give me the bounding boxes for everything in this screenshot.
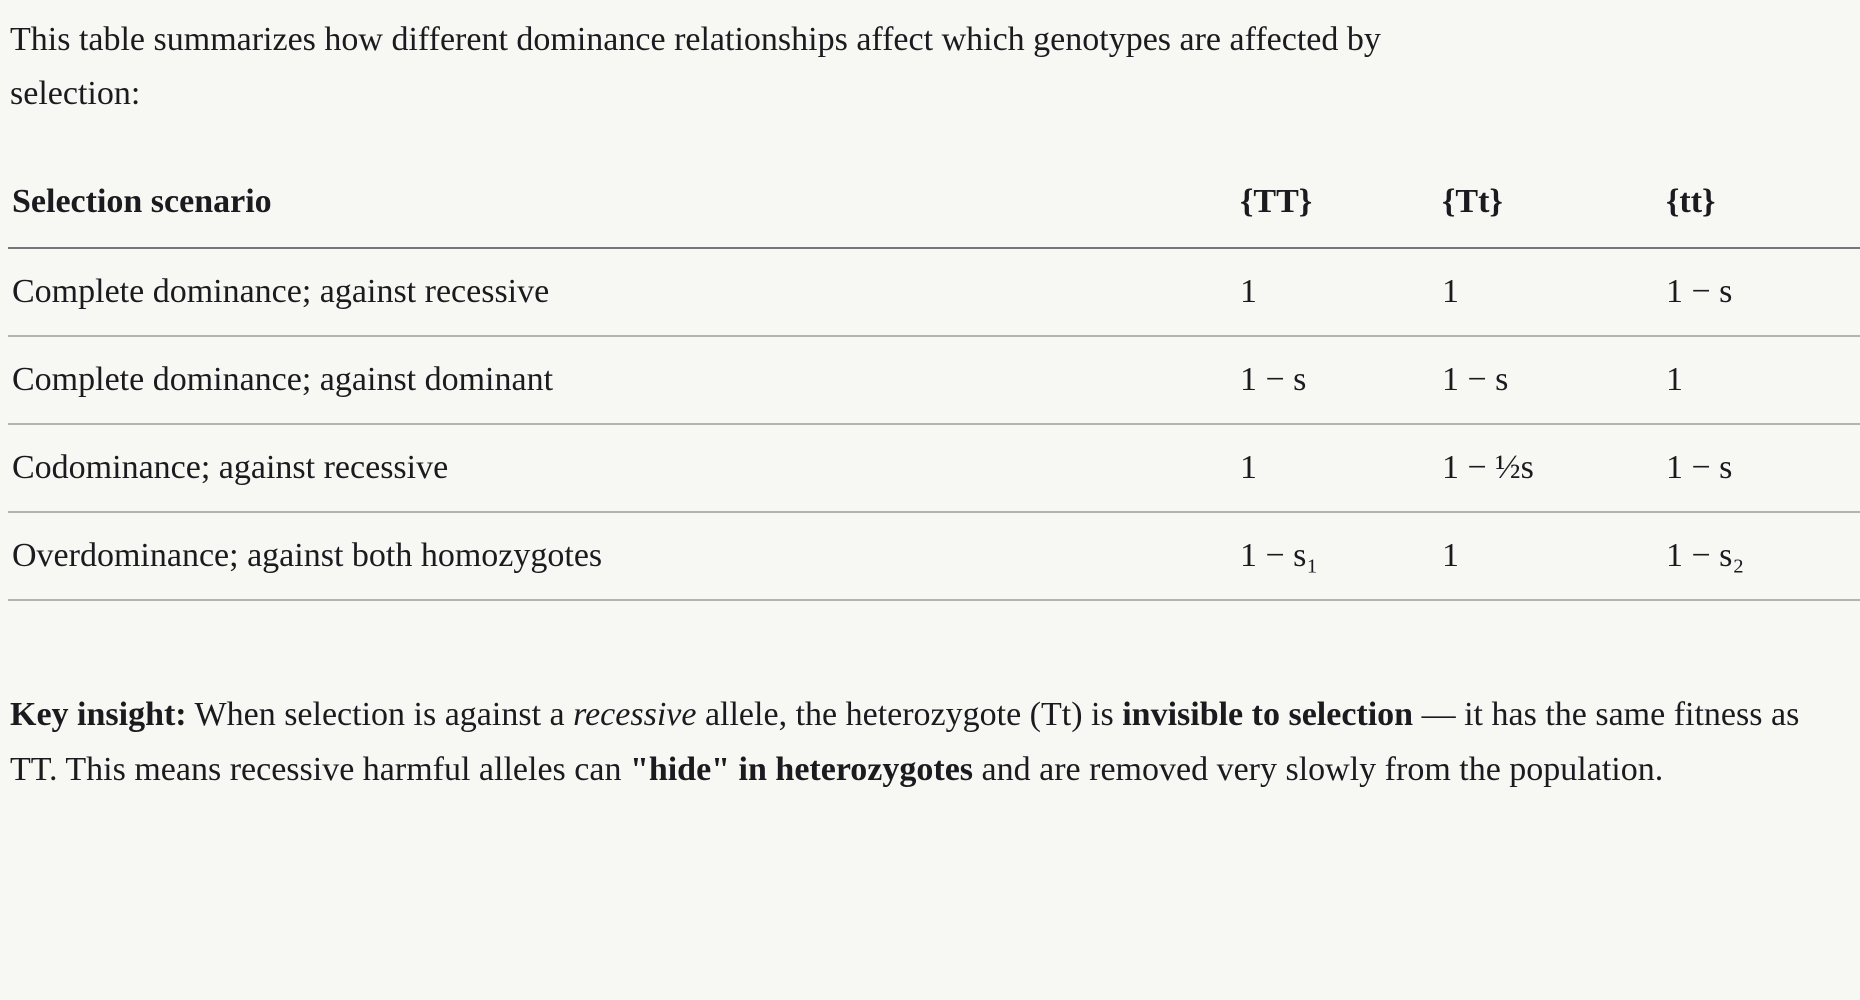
fitness-cell-TT: 1 <box>1240 248 1442 337</box>
scenario-cell: Codominance; against recessive <box>8 424 1240 513</box>
key-insight-label: Key insight: <box>10 696 187 733</box>
table-header-row: Selection scenario {TT} {Tt} {tt} <box>8 157 1860 249</box>
scenario-cell: Overdominance; against both homozygotes <box>8 512 1240 601</box>
fitness-cell-Tt: 1 − ½s <box>1442 424 1666 513</box>
scenario-cell: Complete dominance; against dominant <box>8 336 1240 425</box>
table-row: Complete dominance; against dominant 1 −… <box>8 336 1860 425</box>
fitness-cell-TT: 1 <box>1240 424 1442 513</box>
fitness-cell-TT: 1 − s <box>1240 336 1442 425</box>
key-insight-text: When selection is against a <box>186 696 574 733</box>
intro-paragraph: This table summarizes how different domi… <box>10 21 1381 112</box>
fitness-cell-tt: 1 − s <box>1666 424 1860 513</box>
scenario-cell: Complete dominance; against recessive <box>8 248 1240 337</box>
fitness-cell-TT: 1 − s₁ <box>1240 512 1442 601</box>
key-insight-bold-invisible: invisible to selection <box>1122 696 1414 733</box>
selection-fitness-table: Selection scenario {TT} {Tt} {tt} Comple… <box>8 157 1860 601</box>
column-header-genotype-Tt: {Tt} <box>1442 157 1666 249</box>
key-insight-emphasis-recessive: recessive <box>573 696 697 733</box>
table-row: Codominance; against recessive 1 1 − ½s … <box>8 424 1860 513</box>
fitness-cell-Tt: 1 <box>1442 248 1666 337</box>
column-header-genotype-TT: {TT} <box>1240 157 1442 249</box>
column-header-genotype-tt: {tt} <box>1666 157 1860 249</box>
key-insight-paragraph: Key insight: When selection is against a… <box>10 687 1800 797</box>
table-row: Overdominance; against both homozygotes … <box>8 512 1860 601</box>
fitness-cell-tt: 1 <box>1666 336 1860 425</box>
key-insight-bold-hide: "hide" in heterozygotes <box>629 751 974 788</box>
fitness-cell-Tt: 1 <box>1442 512 1666 601</box>
table-row: Complete dominance; against recessive 1 … <box>8 248 1860 337</box>
fitness-cell-tt: 1 − s <box>1666 248 1860 337</box>
key-insight-text: — it has the same fitness as TT. This me… <box>10 696 1800 788</box>
column-header-scenario: Selection scenario <box>8 157 1240 249</box>
key-insight-text: and are removed very slowly from the pop… <box>973 751 1664 788</box>
fitness-cell-tt: 1 − s₂ <box>1666 512 1860 601</box>
key-insight-text: allele, the heterozygote (Tt) is <box>696 696 1123 733</box>
fitness-cell-Tt: 1 − s <box>1442 336 1666 425</box>
